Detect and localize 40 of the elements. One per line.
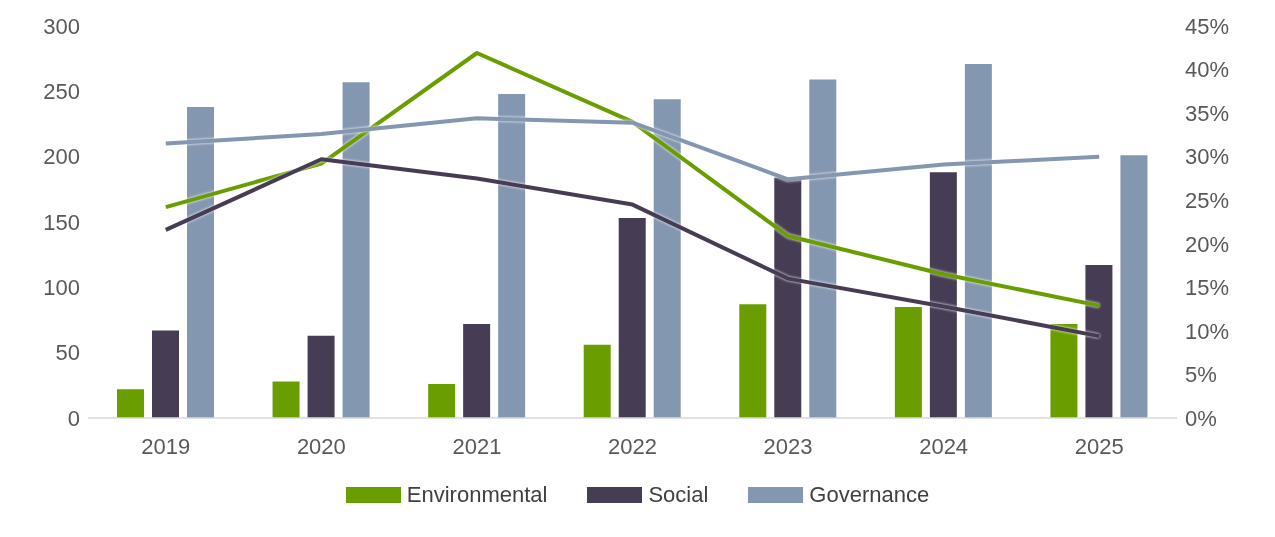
y-tick-label: 200 (43, 144, 80, 170)
bar (272, 381, 300, 418)
y2-tick-label: 5% (1185, 362, 1217, 388)
bar (463, 323, 491, 418)
bar (583, 344, 611, 418)
line-series (163, 51, 1102, 308)
y2-tick-label: 40% (1185, 57, 1230, 83)
y2-tick-label: 10% (1185, 318, 1230, 344)
legend-label: Governance (809, 482, 930, 508)
y2-tick-label: 15% (1185, 275, 1230, 301)
y-tick-label: 250 (43, 79, 80, 105)
y2-tick-label: 30% (1185, 144, 1230, 170)
x-tick-label: 2024 (919, 433, 969, 459)
y-tick-label: 300 (43, 13, 80, 39)
legend-label: Social (648, 482, 709, 508)
x-tick-label: 2022 (608, 433, 657, 459)
bar (117, 389, 144, 418)
bar (152, 330, 179, 418)
bar (428, 384, 456, 418)
bar (1050, 323, 1078, 418)
x-tick-label: 2023 (763, 433, 813, 459)
y-tick-label: 150 (43, 209, 80, 235)
legend-label: Environmental (406, 482, 548, 508)
y-tick-label: 0 (67, 405, 80, 431)
y-tick-label: 100 (43, 275, 80, 301)
bar (1120, 155, 1148, 418)
x-tick-label: 2021 (452, 433, 502, 459)
y2-tick-label: 25% (1185, 188, 1230, 214)
bar (894, 306, 922, 418)
bar (618, 218, 646, 418)
bar (739, 304, 767, 418)
x-tick-label: 2020 (296, 433, 346, 459)
x-tick-label: 2019 (141, 433, 191, 459)
y2-tick-label: 20% (1185, 231, 1230, 257)
y2-tick-label: 45% (1185, 13, 1230, 39)
y2-tick-label: 0% (1185, 405, 1217, 431)
y2-tick-label: 35% (1185, 100, 1230, 126)
y-tick-label: 50 (55, 340, 80, 366)
bar (307, 335, 335, 418)
x-tick-label: 2025 (1074, 433, 1124, 459)
